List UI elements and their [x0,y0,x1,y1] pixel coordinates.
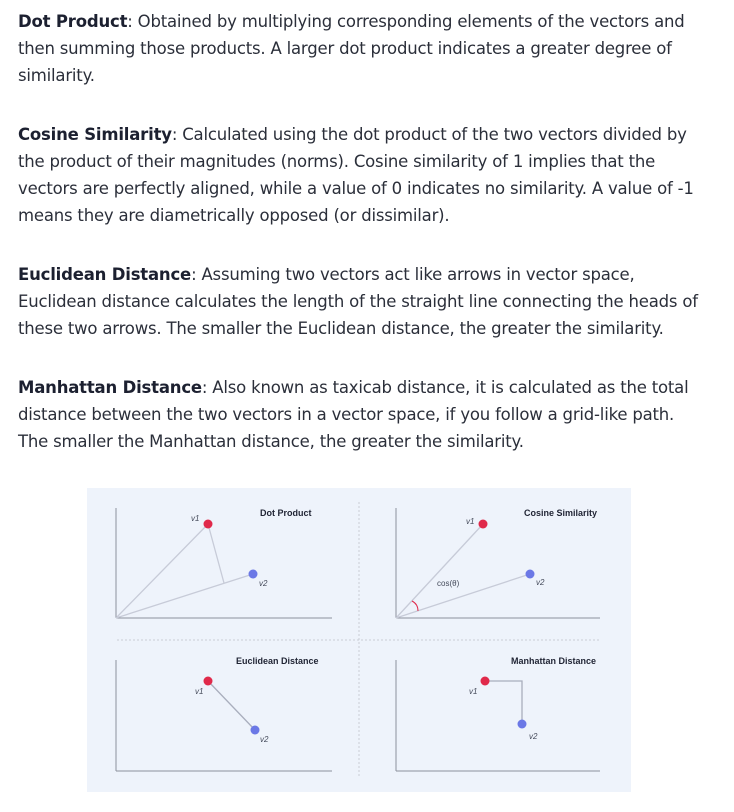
euclidean-distance-paragraph: Euclidean Distance: Assuming two vectors… [18,261,708,342]
v2-label: v2 [260,735,269,744]
cosine-similarity-term: Cosine Similarity [18,125,172,144]
v2-point [517,719,527,729]
dot-product-panel: v1 v2 Dot Product [115,508,332,619]
v1-line [115,523,209,619]
dot-product-title: Dot Product [260,508,312,518]
v2-label: v2 [529,732,538,741]
euclidean-distance-panel: v1 v2 Euclidean Distance [115,656,332,772]
cosine-similarity-panel: v1 v2 cos(θ) Cosine Similarity [395,508,600,619]
euclidean-distance-title: Euclidean Distance [236,656,319,666]
v2-point [250,725,260,735]
manhattan-distance-text: : Also known as taxicab distance, it is … [18,378,689,451]
v2-point [248,569,258,579]
projection-line [207,523,225,584]
similarity-metrics-diagram: v1 v2 Dot Product v1 v2 cos(θ) Cosine Si… [115,502,601,778]
dot-product-term: Dot Product [18,12,128,31]
v2-label: v2 [259,579,268,588]
manhattan-path [485,680,523,724]
v1-point [478,519,488,529]
euclidean-line [207,680,256,731]
v1-point [203,676,213,686]
v1-label: v1 [191,514,199,523]
dot-product-text: : Obtained by multiplying corresponding … [18,12,685,85]
v1-label: v1 [195,687,203,696]
euclidean-distance-text: : Assuming two vectors act like arrows i… [18,265,698,338]
v1-point [203,519,213,529]
v2-point [525,569,535,579]
angle-arc [411,600,419,612]
euclidean-distance-term: Euclidean Distance [18,265,192,284]
v1-label: v1 [469,687,477,696]
manhattan-distance-panel: v1 v2 Manhattan Distance [395,656,600,772]
v2-line [115,573,254,619]
manhattan-distance-term: Manhattan Distance [18,378,202,397]
similarity-metrics-figure: v1 v2 Dot Product v1 v2 cos(θ) Cosine Si… [87,488,631,792]
manhattan-distance-title: Manhattan Distance [511,656,596,666]
cosine-similarity-paragraph: Cosine Similarity: Calculated using the … [18,121,708,229]
cos-theta-label: cos(θ) [437,579,460,588]
v2-label: v2 [536,578,545,587]
manhattan-distance-paragraph: Manhattan Distance: Also known as taxica… [18,374,708,455]
v1-point [480,676,490,686]
cosine-similarity-title: Cosine Similarity [524,508,597,518]
cosine-similarity-text: : Calculated using the dot product of th… [18,125,694,225]
v1-label: v1 [466,517,474,526]
v1-line [395,523,484,619]
dot-product-paragraph: Dot Product: Obtained by multiplying cor… [18,8,708,89]
